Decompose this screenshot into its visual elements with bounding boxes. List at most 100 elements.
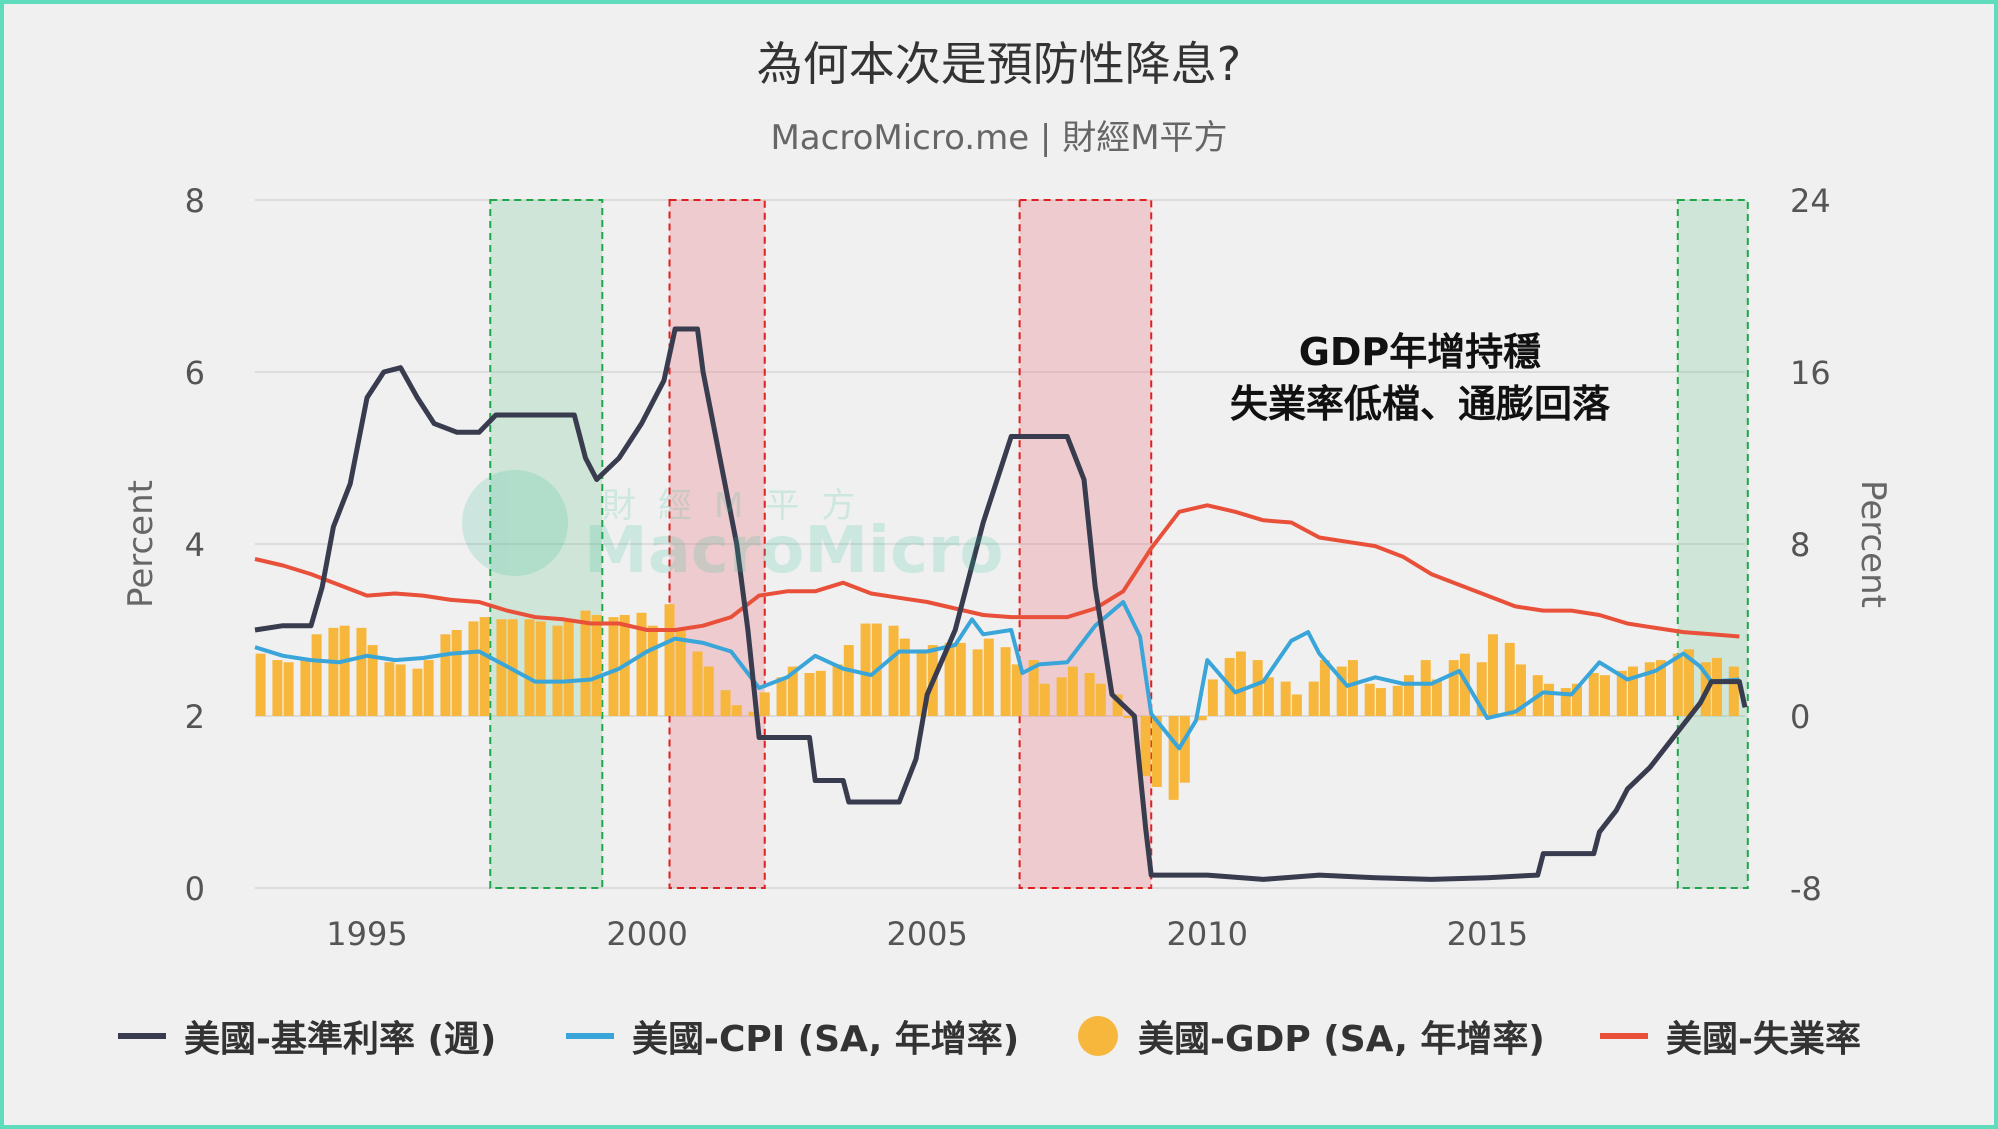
gdp-bar xyxy=(860,623,871,716)
gdp-bar xyxy=(1420,660,1431,716)
y-right-axis-title: Percent xyxy=(1853,480,1893,608)
gdp-bar xyxy=(1711,657,1722,716)
cpi-line xyxy=(254,600,1740,751)
gdp-bar xyxy=(412,668,423,716)
gdp-bar xyxy=(1067,666,1078,716)
gdp-bar xyxy=(1263,677,1274,716)
legend-item-gdp[interactable]: 美國-GDP (SA, 年增率) xyxy=(1078,1010,1545,1062)
gdp-bar xyxy=(311,634,322,716)
x-tick-label: 2015 xyxy=(1447,915,1528,953)
gdp-bar xyxy=(1336,666,1347,716)
y-left-tick-label: 6 xyxy=(185,354,205,392)
gdp-bar xyxy=(832,664,843,716)
gdp-bar xyxy=(580,610,591,716)
gdp-bar xyxy=(1095,683,1106,716)
y-left-tick-label: 2 xyxy=(185,698,205,736)
gdp-bar xyxy=(1168,716,1179,800)
gdp-bar xyxy=(1616,670,1627,716)
gdp-bar xyxy=(1476,662,1487,716)
y-right-tick-label: 0 xyxy=(1790,698,1810,736)
gdp-bar xyxy=(1140,716,1151,777)
gdp-bar xyxy=(1655,660,1666,716)
legend-line-icon xyxy=(566,1033,614,1039)
gdp-bar xyxy=(1196,716,1207,721)
y-right-tick-label: 8 xyxy=(1790,526,1810,564)
watermark-logo-icon xyxy=(462,470,568,576)
gdp-bar xyxy=(563,621,574,716)
gdp-bar xyxy=(1235,651,1246,716)
gdp-bar xyxy=(1039,683,1050,716)
shaded-region xyxy=(1676,199,1749,889)
gdp-bar xyxy=(675,630,686,716)
gdp-bar xyxy=(1000,647,1011,716)
annotation-line-2: 失業率低檔、通膨回落 xyxy=(1229,382,1610,426)
gdp-bar xyxy=(1504,642,1515,716)
gdp-bar xyxy=(1252,660,1263,716)
gdp-bar xyxy=(1112,694,1123,716)
unemployment-line xyxy=(254,503,1740,639)
gdp-bar xyxy=(1487,634,1498,716)
legend-line-icon xyxy=(1600,1033,1648,1039)
gdp-bar xyxy=(1056,677,1067,716)
gdp-bar xyxy=(731,705,742,716)
gdp-bar xyxy=(1728,666,1739,716)
gdp-bar xyxy=(1403,675,1414,716)
gdp-bar xyxy=(1084,673,1095,716)
legend: 美國-基準利率 (週) 美國-CPI (SA, 年增率) 美國-GDP (SA,… xyxy=(0,1010,1998,1070)
gdp-bar xyxy=(356,627,367,716)
legend-item-cpi[interactable]: 美國-CPI (SA, 年增率) xyxy=(566,1010,1019,1062)
gdp-bar xyxy=(944,642,955,716)
gdp-bar xyxy=(496,619,507,716)
gdp-bar xyxy=(423,660,434,716)
gdp-bar xyxy=(1588,673,1599,716)
gdp-bar xyxy=(1011,664,1022,716)
gdp-bar xyxy=(647,625,658,716)
gdp-bar xyxy=(1347,660,1358,716)
y-right-tick-label: 16 xyxy=(1790,354,1831,392)
annotation-line-1: GDP年增持穩 xyxy=(1298,330,1542,374)
gdp-bar xyxy=(703,666,714,716)
gdp-bar xyxy=(1459,653,1470,716)
shaded-region xyxy=(668,199,766,889)
y-left-axis-title: Percent xyxy=(121,480,161,608)
x-tick-label: 1995 xyxy=(326,915,407,953)
legend-item-unemployment[interactable]: 美國-失業率 xyxy=(1600,1010,1861,1062)
gdp-bar xyxy=(1627,666,1638,716)
gdp-bar xyxy=(759,692,770,716)
gdp-bar xyxy=(664,604,675,716)
y-left-tick-label: 4 xyxy=(185,526,205,564)
policy-rate-line xyxy=(254,326,1748,882)
gdp-bar xyxy=(1448,660,1459,716)
gdp-bar xyxy=(395,664,406,716)
gdp-bar xyxy=(1179,716,1190,783)
gdp-bar xyxy=(1431,679,1442,716)
gdp-bar xyxy=(1392,685,1403,716)
gdp-bar xyxy=(1560,688,1571,716)
gdp-bar xyxy=(787,666,798,716)
x-tick-label: 2010 xyxy=(1167,915,1248,953)
gdp-bar xyxy=(636,612,647,716)
gdp-bar xyxy=(591,614,602,716)
gdp-bar xyxy=(1291,694,1302,716)
legend-label: 美國-GDP (SA, 年增率) xyxy=(1138,1019,1545,1060)
gdp-bar xyxy=(479,617,490,716)
gdp-bar xyxy=(1672,653,1683,716)
gdp-bar xyxy=(1515,664,1526,716)
gdp-bar xyxy=(1571,683,1582,716)
legend-item-policy-rate[interactable]: 美國-基準利率 (週) xyxy=(118,1010,496,1062)
gdp-bar xyxy=(720,690,731,716)
gdp-bar xyxy=(804,673,815,716)
x-tick-label: 2005 xyxy=(886,915,967,953)
gdp-bar xyxy=(1683,649,1694,716)
gdp-bar xyxy=(899,638,910,716)
x-tick-label: 2000 xyxy=(606,915,687,953)
legend-label: 美國-失業率 xyxy=(1666,1019,1861,1060)
gdp-bar xyxy=(692,651,703,716)
watermark-cn: 財經M平方 xyxy=(602,486,878,526)
gdp-bar xyxy=(1599,675,1610,716)
gdp-bar xyxy=(283,662,294,716)
gdp-bar xyxy=(815,670,826,716)
legend-label: 美國-基準利率 (週) xyxy=(184,1019,497,1060)
